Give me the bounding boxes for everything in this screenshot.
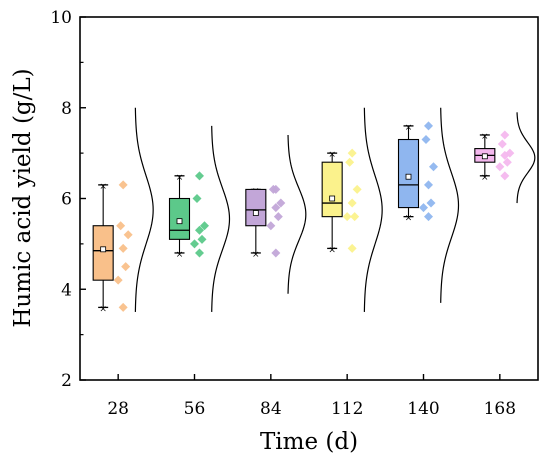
x-tick-label-0: 28 [107,399,129,419]
whisker-marker-0-84: × [252,250,260,260]
distribution-curve-112 [363,107,383,312]
x-tick-label-1: 56 [184,399,206,419]
point-84-4 [273,212,283,222]
point-84-5 [266,221,276,231]
box-group-168: ×× [474,112,536,204]
point-84-6 [271,248,281,258]
distribution-curve-168 [516,112,536,204]
point-28-0 [118,180,128,190]
point-84-1 [268,184,278,194]
point-168-0 [500,130,510,140]
box-112 [321,161,343,218]
mean-marker-56 [176,218,183,225]
y-tick-label-2: 6 [61,190,72,210]
plot-area: ×××××××××××× [92,107,536,314]
whisker-marker-1-140: × [405,123,413,133]
point-168-6 [500,171,510,181]
whisker-marker-1-56: × [176,173,184,183]
whisker-marker-1-112: × [328,150,336,160]
point-112-1 [345,157,355,167]
point-140-0 [424,121,433,131]
box-140 [397,138,420,209]
point-112-6 [347,243,357,253]
whisker-marker-0-28: × [99,304,107,314]
box-group-112: ×× [321,107,383,312]
point-56-0 [195,171,204,181]
point-140-1 [421,135,431,145]
point-112-4 [350,212,360,222]
point-168-1 [497,139,507,149]
point-28-5 [113,275,123,285]
axes: 2 4 6 8 10 28 56 84 112 140 168 [50,8,516,419]
x-tick-label-3: 112 [331,399,363,419]
box-84 [245,188,267,227]
y-tick-label-4: 10 [50,8,72,28]
mean-marker-112 [329,195,336,202]
distribution-curve-56 [211,125,231,312]
plot-frame [79,16,539,381]
point-140-2 [429,162,438,172]
point-28-2 [123,230,133,240]
mean-marker-28 [100,246,107,253]
point-56-2 [200,221,209,231]
box-group-56: ×× [168,125,231,312]
whisker-marker-0-56: × [176,250,184,260]
box-group-140: ×× [397,107,460,303]
whisker-marker-0-112: × [328,245,336,255]
point-168-4 [502,157,512,167]
point-112-3 [347,198,357,208]
point-112-0 [347,148,357,158]
point-84-2 [276,198,286,208]
y-tick-label-1: 4 [61,280,72,300]
mean-marker-84 [252,210,259,216]
whisker-marker-0-140: × [405,214,413,224]
point-56-6 [195,248,204,258]
point-112-2 [352,184,362,194]
x-tick-label-4: 140 [407,399,439,419]
mean-marker-168 [481,153,488,160]
point-56-1 [192,194,202,203]
whisker-marker-1-28: × [99,182,107,192]
x-axis-title: Time (d) [260,429,358,455]
distribution-curve-28 [134,107,154,312]
point-112-5 [342,212,352,222]
whisker-marker-1-168: × [481,132,489,142]
y-tick-label-3: 8 [61,99,72,119]
x-tick-label-5: 168 [484,399,516,419]
box-group-84: ×× [245,134,307,294]
point-28-3 [118,243,128,253]
mean-marker-140 [405,173,412,180]
point-140-6 [424,212,433,222]
point-56-5 [190,239,199,249]
y-axis-title: Humic acid yield (g/L) [10,68,36,327]
distribution-curve-84 [287,134,307,294]
point-56-4 [197,234,207,244]
point-56-3 [195,225,204,235]
point-168-5 [495,162,505,172]
point-28-6 [118,302,128,312]
point-140-3 [424,180,433,190]
x-tick-label-2: 84 [260,399,282,419]
point-140-5 [419,203,428,213]
box-28 [92,225,114,281]
box-group-28: ×× [92,107,154,314]
point-28-4 [121,262,131,272]
y-tick-label-0: 2 [61,371,72,391]
point-140-4 [426,198,436,208]
distribution-curve-140 [440,107,460,303]
whisker-marker-0-168: × [481,173,489,183]
point-28-1 [116,221,126,231]
point-168-3 [500,150,510,160]
point-84-3 [271,203,281,213]
